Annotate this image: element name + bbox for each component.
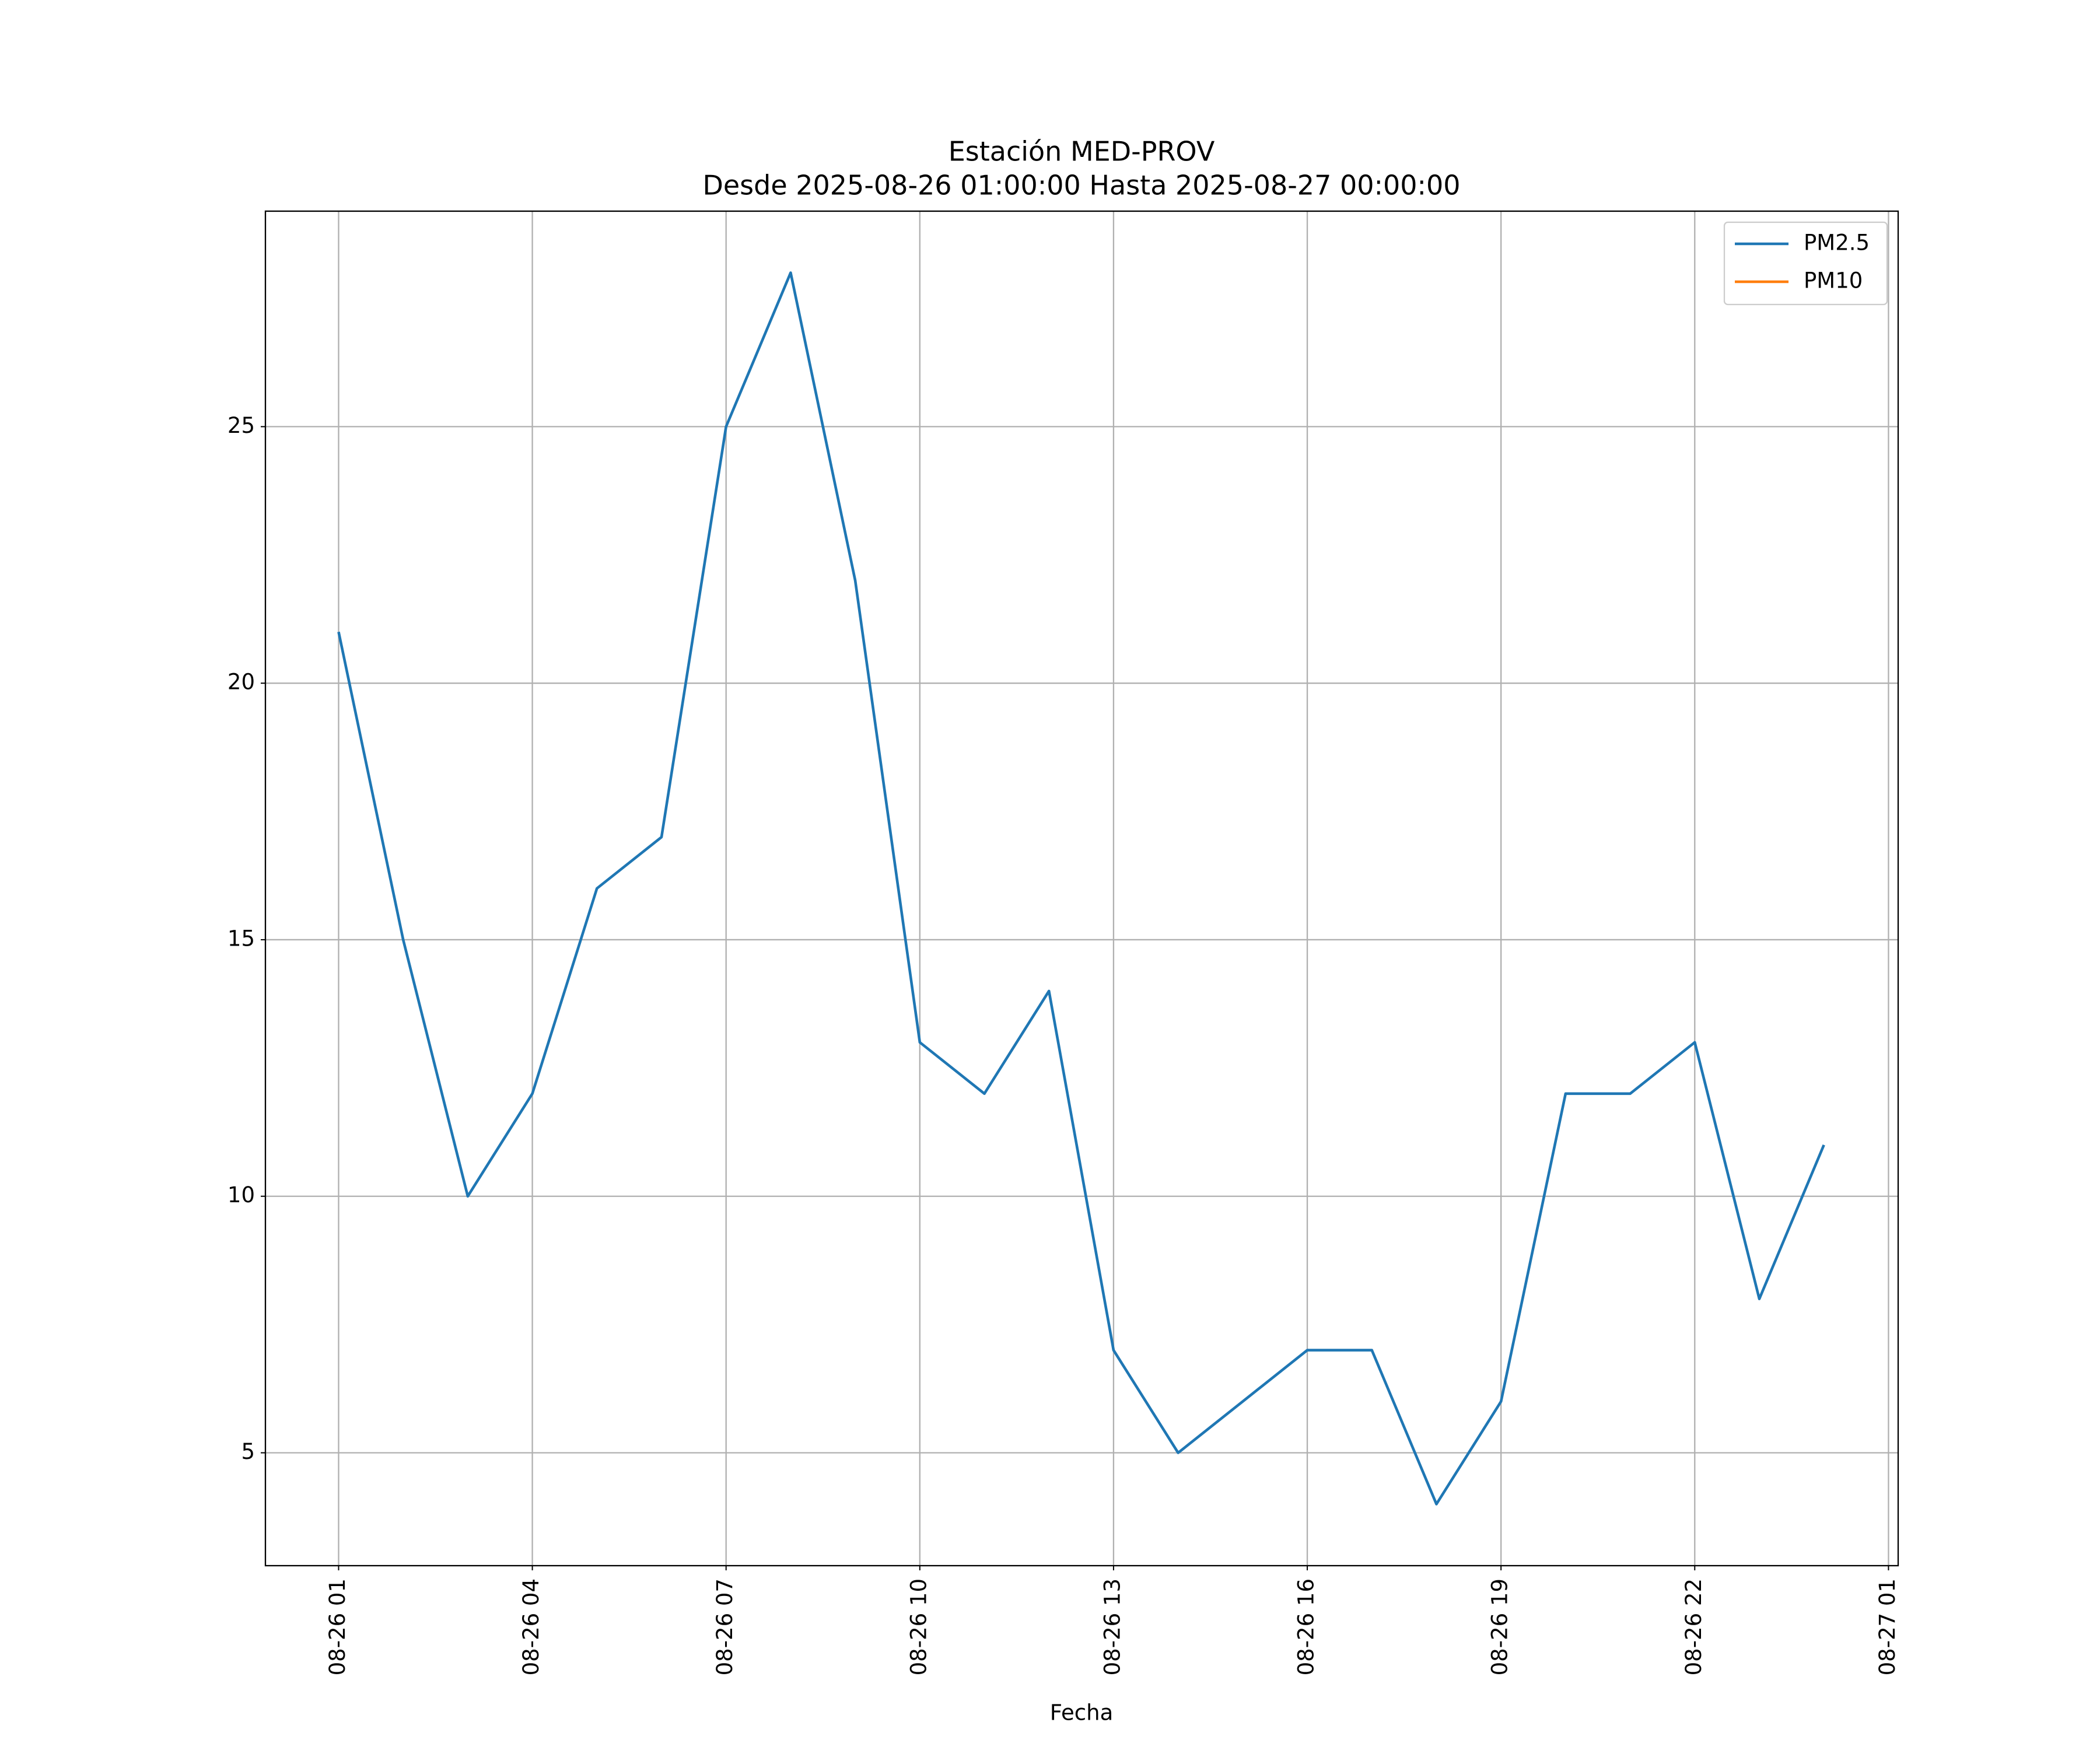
chart-title: Estación MED-PROV	[949, 136, 1215, 167]
plot-frame	[264, 210, 1899, 1567]
x-tick-label: 08-26 22	[1681, 1578, 1706, 1675]
x-tick-label: 08-26 10	[906, 1578, 931, 1675]
chart-subtitle: Desde 2025-08-26 01:00:00 Hasta 2025-08-…	[702, 170, 1460, 201]
y-tick-label: 10	[228, 1182, 255, 1208]
x-tick-label: 08-26 16	[1294, 1578, 1319, 1675]
y-tick-label: 15	[228, 926, 255, 951]
y-tick-label: 20	[228, 670, 255, 695]
y-tick-label: 5	[241, 1439, 255, 1464]
x-tick-label: 08-27 01	[1875, 1578, 1900, 1675]
legend-label: PM10	[1804, 268, 1863, 293]
legend: PM2.5 PM10	[1723, 221, 1888, 306]
data-line	[337, 271, 1825, 1506]
x-tick-label: 08-26 01	[325, 1578, 350, 1675]
x-tick-label: 08-26 13	[1100, 1578, 1125, 1675]
x-tick-label: 08-26 19	[1488, 1578, 1513, 1675]
x-axis-label: Fecha	[1050, 1700, 1114, 1726]
y-tick-label: 25	[228, 413, 255, 438]
legend-label: PM2.5	[1804, 230, 1870, 256]
x-tick-label: 08-26 04	[519, 1578, 544, 1675]
x-tick-label: 08-26 07	[712, 1578, 737, 1675]
